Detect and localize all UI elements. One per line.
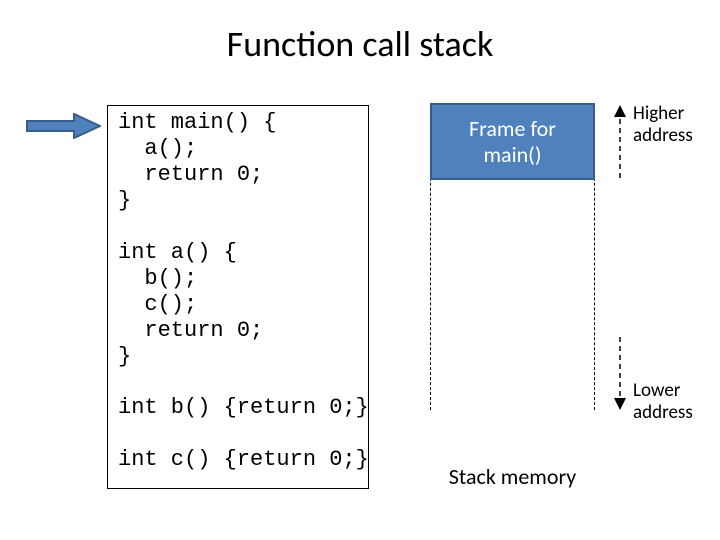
lower-address-arrow <box>610 335 630 410</box>
lower-address-label: Lower address <box>633 380 693 424</box>
stack-column: Frame for main() <box>430 103 595 410</box>
code-listing: int main() { a(); return 0; } int a() { … <box>107 105 369 489</box>
current-line-arrow <box>26 113 101 139</box>
stack-caption: Stack memory <box>430 463 595 490</box>
higher-address-label: Higher address <box>633 103 693 147</box>
higher-address-arrow <box>610 105 630 180</box>
stack-frame-label: Frame for main() <box>469 116 556 167</box>
stack-frame-main: Frame for main() <box>430 103 595 180</box>
slide-title: Function call stack <box>0 22 720 66</box>
